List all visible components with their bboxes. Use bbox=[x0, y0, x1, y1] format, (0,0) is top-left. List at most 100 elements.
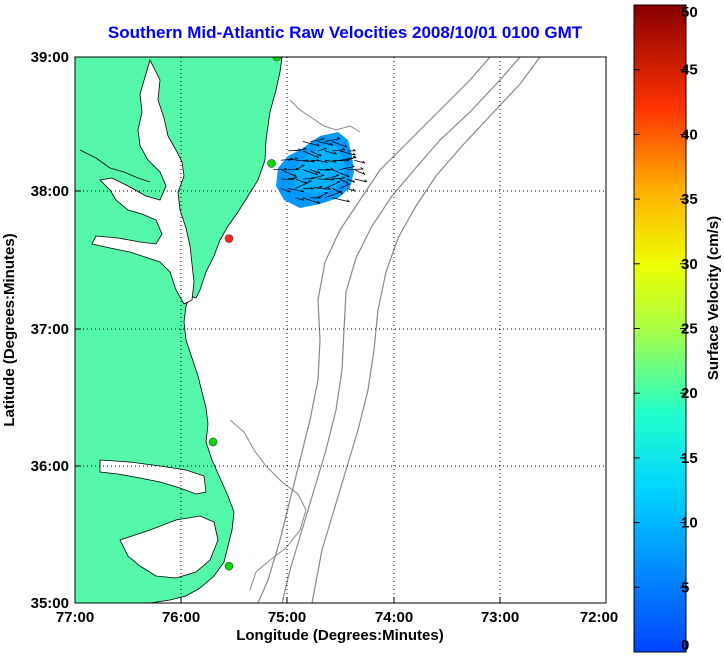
velocity-vector-head bbox=[346, 180, 349, 184]
colorbar-tick-label: 40 bbox=[681, 126, 698, 143]
velocity-vector-head bbox=[362, 171, 366, 175]
colorbar-tick-label: 10 bbox=[681, 515, 698, 532]
bathymetry-contour-5 bbox=[289, 99, 361, 133]
velocity-vector bbox=[354, 178, 368, 183]
x-tick-0: 77:00 bbox=[56, 609, 94, 626]
velocity-vector bbox=[280, 178, 294, 181]
velocity-vector bbox=[339, 150, 356, 156]
pamlico-sound bbox=[119, 515, 219, 579]
velocity-vector bbox=[317, 141, 333, 146]
velocity-vector bbox=[324, 150, 337, 155]
velocity-vector-head bbox=[301, 189, 304, 193]
x-tick-5: 72:00 bbox=[580, 609, 618, 626]
velocity-vector-head bbox=[317, 201, 321, 204]
velocity-vector bbox=[324, 159, 337, 163]
velocity-vector-head bbox=[284, 167, 288, 171]
colorbar-tick-label: 20 bbox=[681, 385, 698, 402]
bathymetry-contour-2 bbox=[281, 57, 521, 603]
velocity-vectors bbox=[273, 137, 368, 204]
colorbar-tick-label: 30 bbox=[681, 256, 698, 273]
velocity-vector-head bbox=[315, 172, 319, 176]
velocity-vector bbox=[310, 186, 323, 189]
station-marker bbox=[224, 561, 234, 571]
velocity-vector-head bbox=[335, 174, 340, 176]
velocity-vector bbox=[332, 159, 350, 162]
velocity-vector-head bbox=[344, 144, 348, 148]
colorbar-tick-label: 45 bbox=[681, 62, 698, 79]
velocity-vector-head bbox=[346, 174, 350, 178]
velocity-vector-head bbox=[316, 155, 319, 159]
velocity-vector bbox=[346, 156, 357, 161]
velocity-vector bbox=[302, 159, 315, 163]
velocity-vector bbox=[332, 169, 349, 178]
velocity-vector bbox=[317, 187, 331, 190]
velocity-vector bbox=[317, 148, 327, 152]
velocity-vector-head bbox=[319, 185, 323, 188]
station-marker bbox=[267, 159, 276, 168]
bathymetry-contour-3 bbox=[311, 57, 541, 603]
velocity-vector bbox=[302, 150, 319, 159]
velocity-vector bbox=[295, 178, 308, 184]
chart-title: Southern Mid-Atlantic Raw Velocities 200… bbox=[108, 23, 583, 42]
bathymetry-contour-4 bbox=[229, 419, 307, 591]
velocity-vector bbox=[302, 169, 318, 176]
velocity-vector bbox=[347, 168, 364, 171]
velocity-vector-head bbox=[316, 143, 320, 147]
grid bbox=[75, 57, 606, 603]
velocity-vector-head bbox=[352, 179, 355, 183]
velocity-vector-head bbox=[351, 165, 355, 167]
velocity-vector-head bbox=[352, 188, 356, 192]
velocity-vector bbox=[339, 166, 355, 171]
velocity-vector-head bbox=[364, 179, 368, 183]
x-tick-3: 74:00 bbox=[375, 609, 413, 626]
velocity-vector bbox=[295, 180, 312, 189]
colorbar-tick-label: 15 bbox=[681, 450, 698, 467]
x-tick-2: 75:00 bbox=[268, 609, 306, 626]
chesapeake-bay bbox=[91, 58, 195, 305]
velocity-vector bbox=[332, 149, 346, 152]
velocity-vector bbox=[288, 158, 298, 161]
colorbar-ticks: 0 5 10 15 20 25 30 35 40 45 50 bbox=[634, 4, 698, 654]
velocity-vector bbox=[324, 191, 342, 199]
velocity-vector bbox=[310, 174, 325, 180]
x-tick-1: 76:00 bbox=[162, 609, 200, 626]
velocity-vector bbox=[288, 187, 304, 193]
velocity-vector-head bbox=[303, 147, 307, 150]
velocity-vector-head bbox=[330, 142, 334, 146]
velocity-vector-head bbox=[321, 174, 325, 176]
x-tick-4: 73:00 bbox=[481, 609, 519, 626]
velocity-vector-head bbox=[294, 157, 298, 159]
velocity-vector bbox=[324, 175, 340, 180]
velocity-vector-head bbox=[341, 176, 345, 179]
colorbar-tick-label: 0 bbox=[681, 637, 689, 654]
y-tick-0: 39:00 bbox=[31, 49, 69, 66]
velocity-vector bbox=[317, 169, 331, 171]
velocity-vector bbox=[339, 178, 349, 184]
velocity-vector bbox=[317, 178, 335, 181]
velocity-vector-head bbox=[352, 149, 356, 152]
velocity-vector bbox=[324, 138, 341, 142]
velocity-vector bbox=[280, 188, 291, 193]
velocity-vector bbox=[332, 188, 343, 195]
colorbar-tick-label: 25 bbox=[681, 321, 698, 338]
y-axis-label: Latitude (Degrees:Minutes) bbox=[1, 233, 18, 426]
station-marker bbox=[208, 437, 218, 447]
velocity-vector-head bbox=[321, 137, 325, 140]
velocity-vector-head bbox=[290, 157, 294, 160]
colorbar-tick-label: 5 bbox=[681, 579, 689, 596]
colorbar-label: Surface Velocity (cm/s) bbox=[705, 216, 722, 380]
velocity-vector bbox=[295, 197, 304, 201]
velocity-vector bbox=[346, 178, 355, 183]
velocity-vector-head bbox=[352, 152, 356, 156]
velocity-vector-head bbox=[304, 181, 308, 184]
velocity-vector-head bbox=[325, 160, 328, 163]
x-axis-label: Longitude (Degrees:Minutes) bbox=[236, 627, 444, 644]
potomac-river bbox=[79, 149, 151, 183]
velocity-vector bbox=[317, 159, 328, 164]
velocity-vector bbox=[295, 164, 305, 170]
velocity-vector bbox=[317, 192, 328, 199]
y-tick-4: 35:00 bbox=[31, 595, 69, 612]
y-tick-2: 37:00 bbox=[31, 321, 69, 338]
velocity-vector bbox=[310, 169, 320, 174]
velocity-vector-head bbox=[293, 176, 298, 178]
